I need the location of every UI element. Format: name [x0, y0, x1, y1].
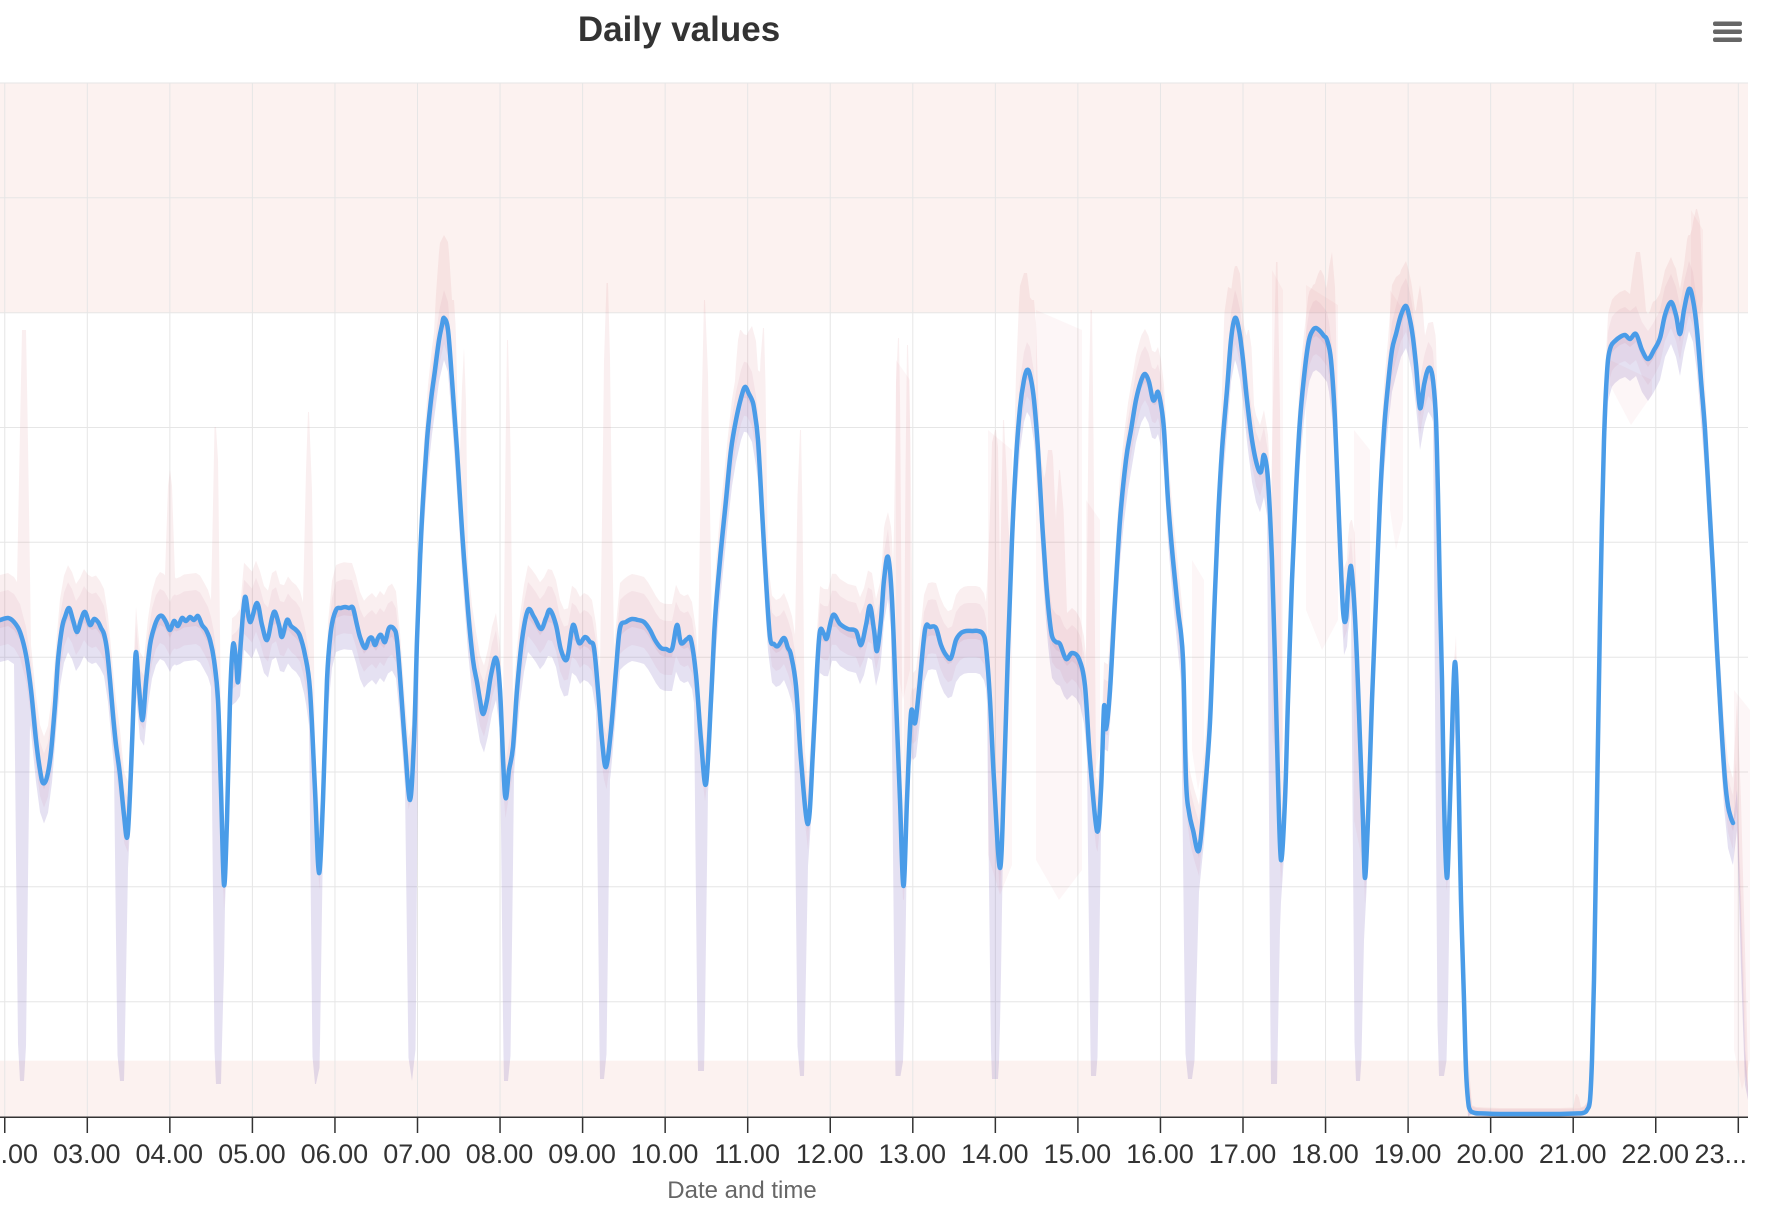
svg-text:13.00: 13.00 [879, 1139, 947, 1169]
svg-text:05.00: 05.00 [218, 1139, 286, 1169]
svg-text:Date and time: Date and time [667, 1177, 816, 1200]
svg-text:22.00: 22.00 [1621, 1139, 1689, 1169]
svg-text:20.00: 20.00 [1456, 1139, 1524, 1169]
svg-text:14.00: 14.00 [961, 1139, 1029, 1169]
svg-text:15.00: 15.00 [1044, 1139, 1112, 1169]
svg-text:12.00: 12.00 [796, 1139, 864, 1169]
svg-text:02.00: 02.00 [0, 1139, 38, 1169]
svg-text:18.00: 18.00 [1291, 1139, 1359, 1169]
svg-text:08.00: 08.00 [466, 1139, 534, 1169]
svg-text:04.00: 04.00 [136, 1139, 204, 1169]
svg-text:23...: 23... [1695, 1139, 1748, 1169]
svg-text:09.00: 09.00 [548, 1139, 616, 1169]
svg-text:06.00: 06.00 [301, 1139, 369, 1169]
svg-text:03.00: 03.00 [53, 1139, 121, 1169]
svg-text:10.00: 10.00 [631, 1139, 699, 1169]
svg-text:07.00: 07.00 [383, 1139, 451, 1169]
svg-text:17.00: 17.00 [1209, 1139, 1277, 1169]
svg-text:11.00: 11.00 [714, 1139, 780, 1169]
svg-text:16.00: 16.00 [1126, 1139, 1194, 1169]
svg-text:19.00: 19.00 [1374, 1139, 1442, 1169]
svg-text:Daily values: Daily values [578, 10, 780, 49]
svg-text:21.00: 21.00 [1539, 1139, 1607, 1169]
